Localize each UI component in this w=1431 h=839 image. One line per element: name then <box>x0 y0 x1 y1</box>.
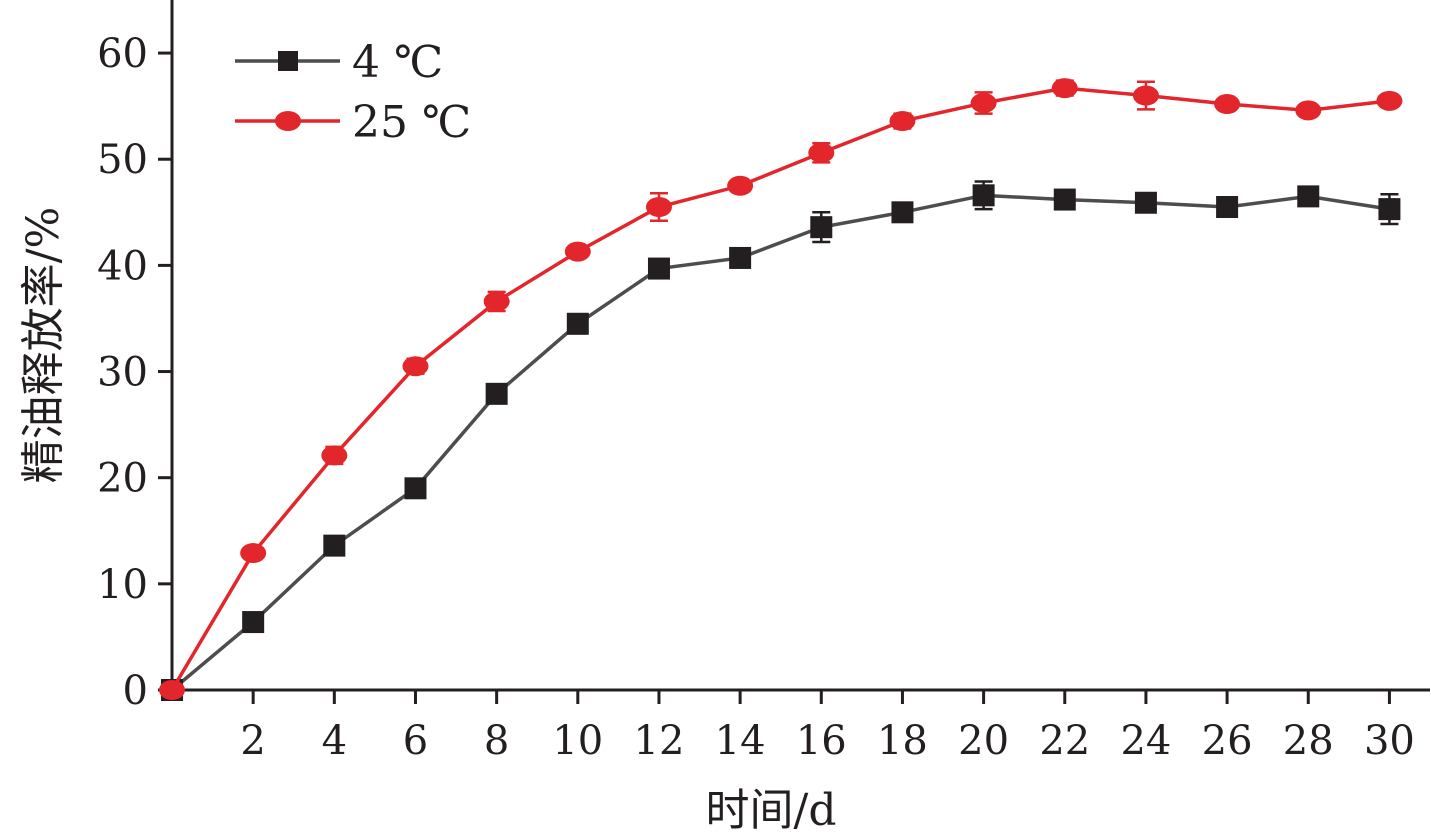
x-tick-label: 2 <box>240 718 265 764</box>
x-tick-label: 10 <box>552 718 603 764</box>
x-tick-label: 12 <box>634 718 685 764</box>
data-point <box>645 197 672 217</box>
x-tick-label: 28 <box>1283 718 1334 764</box>
y-tick-label: 30 <box>97 350 148 396</box>
data-point <box>323 534 346 557</box>
data-point <box>1297 185 1320 208</box>
data-point <box>1053 188 1076 211</box>
legend-label: 4 ℃ <box>352 37 443 88</box>
legend-item-0: 4 ℃ <box>235 37 443 88</box>
data-point <box>1134 191 1157 214</box>
x-tick-label: 22 <box>1039 718 1090 764</box>
data-point <box>159 680 185 700</box>
y-tick-label: 40 <box>97 243 148 289</box>
x-tick-label: 4 <box>322 718 347 764</box>
data-point <box>891 201 914 224</box>
y-tick-label: 50 <box>97 137 148 183</box>
legend-label: 25 ℃ <box>352 97 471 148</box>
y-tick-label: 10 <box>97 562 148 608</box>
data-point <box>321 445 348 466</box>
x-tick-label: 8 <box>484 718 509 764</box>
x-tick-label: 30 <box>1364 718 1415 764</box>
data-point <box>1295 100 1322 121</box>
data-point <box>566 312 589 335</box>
x-axis-label: 时间/d <box>706 785 837 835</box>
y-axis-label: 精油释放率/% <box>18 207 69 484</box>
data-point <box>1132 85 1159 106</box>
data-point <box>404 477 427 500</box>
x-tick-label: 26 <box>1202 718 1253 764</box>
data-point <box>1051 78 1078 99</box>
data-point <box>402 356 429 377</box>
x-tick-label: 16 <box>796 718 847 764</box>
data-point <box>970 92 997 113</box>
series-line <box>170 86 1390 691</box>
x-tick-label: 18 <box>877 718 928 764</box>
data-point <box>810 216 833 239</box>
data-point <box>1216 196 1239 218</box>
y-tick-label: 0 <box>123 668 148 714</box>
legend-item-1: 25 ℃ <box>235 97 471 148</box>
series-line <box>170 193 1390 692</box>
legend: 4 ℃ 25 ℃ <box>235 37 471 148</box>
series-0 <box>161 180 1401 701</box>
legend-marker <box>275 111 301 131</box>
data-point <box>808 142 835 163</box>
data-point <box>1376 90 1403 111</box>
data-point <box>485 382 508 405</box>
data-point <box>647 257 670 280</box>
x-tick-label: 6 <box>403 718 428 764</box>
data-point <box>1214 94 1241 115</box>
data-point <box>483 291 510 312</box>
data-point <box>729 246 752 269</box>
data-point <box>727 175 754 196</box>
x-tick-label: 20 <box>958 718 1009 764</box>
data-point <box>564 241 591 262</box>
series-layer <box>159 78 1403 701</box>
data-point <box>1378 198 1401 221</box>
data-point <box>242 611 265 634</box>
y-tick-label: 60 <box>97 31 148 77</box>
legend-marker <box>278 51 298 71</box>
data-point <box>972 184 995 207</box>
data-point <box>240 543 267 564</box>
axes <box>170 0 1430 692</box>
x-tick-label: 24 <box>1120 718 1171 764</box>
x-tick-label: 14 <box>715 718 766 764</box>
y-tick-label: 20 <box>97 456 148 502</box>
data-point <box>889 111 916 132</box>
series-1 <box>159 78 1403 700</box>
